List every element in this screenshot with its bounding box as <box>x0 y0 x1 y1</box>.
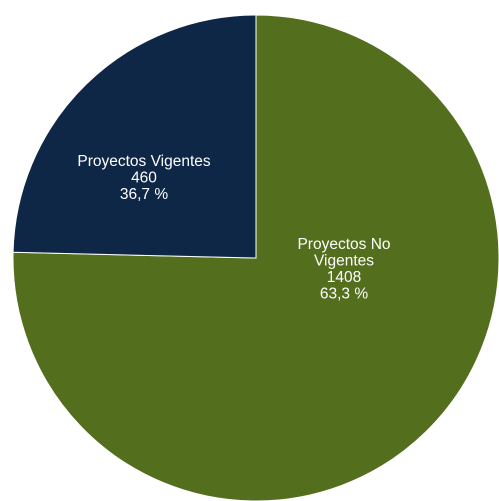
slice-label-1: Proyectos Vigentes 460 36,7 % <box>77 153 211 203</box>
slice-name-line-1: Vigentes <box>314 253 374 270</box>
slice-value-label: 1408 <box>327 269 361 286</box>
pie-slice-1[interactable] <box>12 14 257 259</box>
slice-name-line-0: Proyectos No <box>297 236 390 253</box>
slice-percent-label: 63,3 % <box>320 286 368 303</box>
slice-value-label: 460 <box>131 170 157 187</box>
slice-percent-label: 36,7 % <box>120 186 168 203</box>
slice-name-line-0: Proyectos Vigentes <box>77 153 211 170</box>
slice-label-0: Proyectos No Vigentes 1408 63,3 % <box>297 236 390 303</box>
